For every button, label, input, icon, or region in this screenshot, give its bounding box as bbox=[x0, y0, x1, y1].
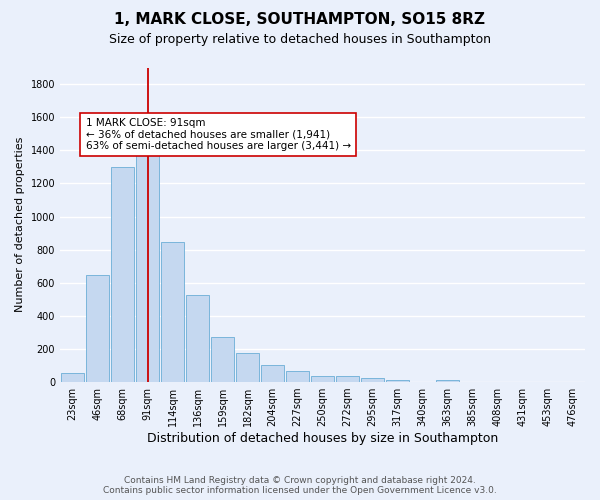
Text: Contains HM Land Registry data © Crown copyright and database right 2024.
Contai: Contains HM Land Registry data © Crown c… bbox=[103, 476, 497, 495]
Bar bbox=[386, 380, 409, 382]
Bar bbox=[186, 295, 209, 382]
Text: Size of property relative to detached houses in Southampton: Size of property relative to detached ho… bbox=[109, 32, 491, 46]
Bar bbox=[236, 353, 259, 382]
Bar bbox=[311, 376, 334, 382]
Bar bbox=[211, 336, 234, 382]
Bar bbox=[261, 364, 284, 382]
Bar bbox=[61, 373, 84, 382]
Y-axis label: Number of detached properties: Number of detached properties bbox=[15, 137, 25, 312]
Bar bbox=[136, 156, 159, 382]
Bar bbox=[361, 378, 384, 382]
Text: 1, MARK CLOSE, SOUTHAMPTON, SO15 8RZ: 1, MARK CLOSE, SOUTHAMPTON, SO15 8RZ bbox=[115, 12, 485, 28]
Text: 1 MARK CLOSE: 91sqm
← 36% of detached houses are smaller (1,941)
63% of semi-det: 1 MARK CLOSE: 91sqm ← 36% of detached ho… bbox=[86, 118, 350, 151]
Bar bbox=[336, 376, 359, 382]
Bar bbox=[161, 242, 184, 382]
X-axis label: Distribution of detached houses by size in Southampton: Distribution of detached houses by size … bbox=[147, 432, 498, 445]
Bar bbox=[111, 167, 134, 382]
Bar bbox=[436, 380, 459, 382]
Bar bbox=[286, 372, 309, 382]
Bar bbox=[86, 276, 109, 382]
